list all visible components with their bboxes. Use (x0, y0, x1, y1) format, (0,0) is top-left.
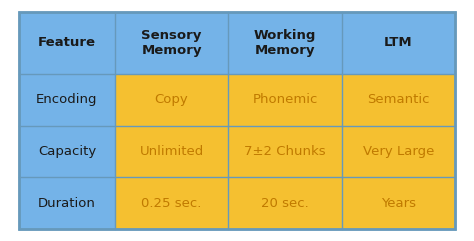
Bar (342, 177, 455, 229)
Text: Sensory
Memory: Sensory Memory (141, 29, 202, 57)
Bar (19, 12, 115, 74)
Bar (228, 12, 342, 74)
Text: Semantic: Semantic (367, 93, 429, 106)
Bar (19, 74, 115, 126)
Bar (342, 12, 455, 74)
Text: LTM: LTM (384, 36, 413, 49)
Bar (115, 74, 228, 126)
Bar (228, 177, 342, 229)
Text: 7±2 Chunks: 7±2 Chunks (244, 145, 326, 158)
Text: Capacity: Capacity (38, 145, 96, 158)
Bar (115, 177, 228, 229)
Text: Unlimited: Unlimited (139, 145, 204, 158)
Text: Working
Memory: Working Memory (254, 29, 316, 57)
Bar (19, 12, 455, 229)
Text: Copy: Copy (155, 93, 189, 106)
Bar (115, 126, 228, 177)
Bar (342, 126, 455, 177)
Text: 20 sec.: 20 sec. (261, 197, 309, 210)
Bar (19, 126, 115, 177)
Text: Phonemic: Phonemic (252, 93, 318, 106)
Bar (115, 12, 228, 74)
Text: Duration: Duration (38, 197, 96, 210)
Text: Years: Years (381, 197, 416, 210)
Bar (228, 74, 342, 126)
Bar (228, 126, 342, 177)
Text: 0.25 sec.: 0.25 sec. (141, 197, 202, 210)
Text: Encoding: Encoding (36, 93, 98, 106)
Text: Very Large: Very Large (363, 145, 434, 158)
Bar (342, 74, 455, 126)
Bar (19, 177, 115, 229)
Text: Feature: Feature (38, 36, 96, 49)
